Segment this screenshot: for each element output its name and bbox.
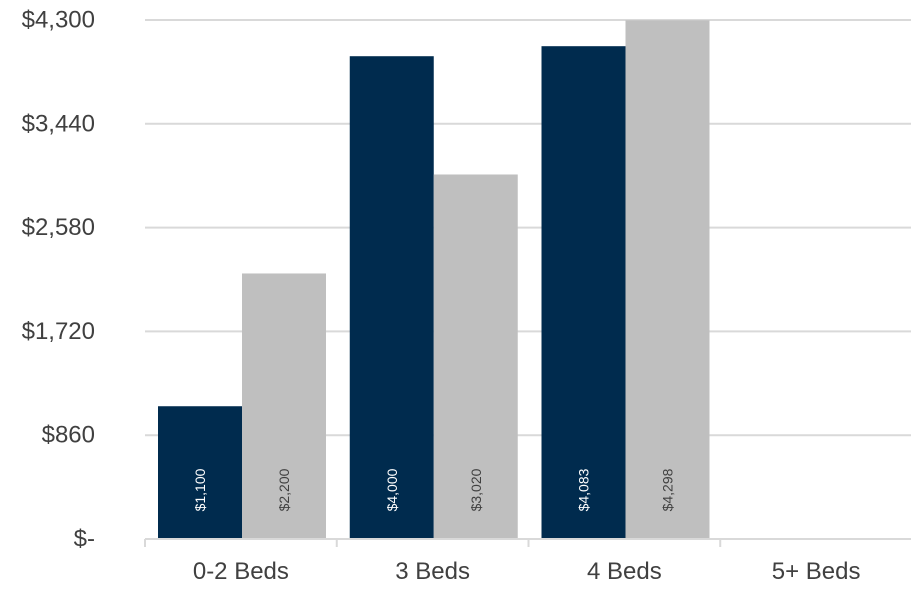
y-tick-label: $2,580 (22, 214, 95, 241)
bar-data-label: $3,020 (468, 468, 484, 511)
x-tick-label: 0-2 Beds (193, 558, 289, 585)
y-tick-label: $3,440 (22, 110, 95, 137)
y-tick-label: $- (74, 526, 95, 553)
x-axis-tick-labels: 0-2 Beds 3 Beds 4 Beds 5+ Beds (193, 558, 861, 585)
bar (541, 46, 626, 539)
bar-data-label: $4,298 (660, 468, 676, 511)
bar-data-label: $4,083 (576, 468, 592, 511)
y-tick-label: $1,720 (22, 318, 95, 345)
bar (349, 56, 434, 540)
y-axis-tick-labels: $- $860 $1,720 $2,580 $3,440 $4,300 (22, 7, 95, 553)
bar-data-label: $4,000 (384, 468, 400, 511)
bar-data-label: $1,100 (192, 468, 208, 511)
x-tick-label: 3 Beds (395, 558, 470, 585)
bars: $1,100 $2,200 $4,000 $3,020 $4,083 $4,298 (158, 20, 710, 540)
bar (433, 174, 518, 539)
bar (242, 273, 326, 539)
bar (158, 406, 242, 539)
x-tick-label: 5+ Beds (772, 558, 861, 585)
x-axis (144, 538, 911, 547)
y-tick-label: $4,300 (22, 7, 95, 34)
bar (625, 20, 710, 540)
y-tick-label: $860 (42, 422, 95, 449)
x-tick-label: 4 Beds (587, 558, 662, 585)
bar-data-label: $2,200 (276, 468, 292, 511)
